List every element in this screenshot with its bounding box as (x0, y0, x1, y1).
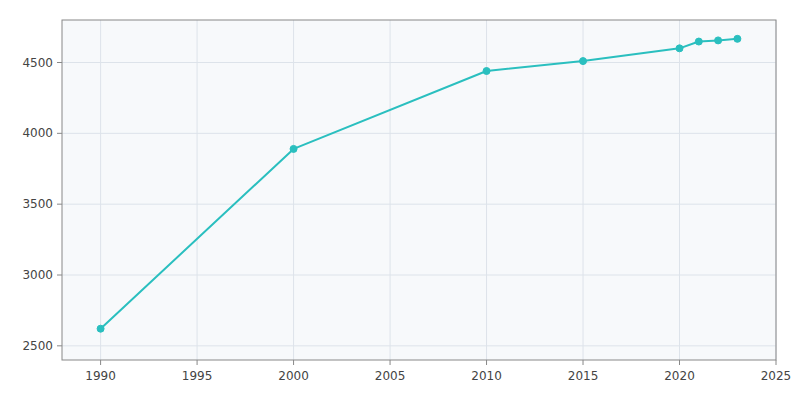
y-grid-line (62, 345, 776, 346)
point (97, 325, 104, 332)
x-tick-label: 2020 (664, 369, 695, 383)
x-tick (583, 360, 584, 365)
x-tick-label: 2015 (568, 369, 599, 383)
y-tick (57, 62, 62, 63)
point (290, 145, 297, 152)
point (734, 35, 741, 42)
point (580, 58, 587, 65)
y-tick-label: 4500 (22, 56, 53, 70)
x-tick-label: 2005 (375, 369, 406, 383)
point (483, 68, 490, 75)
chart-svg: 1990 1995 2000 2005 2010 2015 2020 2025 2500 3000… (0, 0, 800, 400)
plot-frame (62, 20, 776, 360)
x-grid-line (100, 20, 101, 360)
x-tick (486, 360, 487, 365)
x-tick (776, 360, 777, 365)
point (695, 38, 702, 45)
x-grid-line (679, 20, 680, 360)
x-grid-line (197, 20, 198, 360)
x-tick-label: 2025 (761, 369, 792, 383)
y-tick (57, 345, 62, 346)
series (97, 35, 741, 332)
y-grid-line (62, 62, 776, 63)
y-tick (57, 204, 62, 205)
x-tick (293, 360, 294, 365)
chart-container: 1990 1995 2000 2005 2010 2015 2020 2025 2500 3000… (0, 0, 800, 400)
grid (62, 20, 776, 360)
x-tick-label: 1995 (182, 369, 213, 383)
y-grid-line (62, 275, 776, 276)
y-grid-line (62, 133, 776, 134)
x-grid-line (583, 20, 584, 360)
point (676, 45, 683, 52)
x-grid-line (390, 20, 391, 360)
x-tick-label: 2010 (471, 369, 502, 383)
y-tick-label: 3500 (22, 197, 53, 211)
y-tick-label: 2500 (22, 339, 53, 353)
x-tick-label: 1990 (85, 369, 116, 383)
y-tick (57, 133, 62, 134)
x-tick (100, 360, 101, 365)
x-tick (679, 360, 680, 365)
y-tick-label: 4000 (22, 126, 53, 140)
y-grid-line (62, 204, 776, 205)
y-tick (57, 275, 62, 276)
x-grid-line (293, 20, 294, 360)
plot-background (62, 20, 776, 360)
point (715, 37, 722, 44)
x-tick (390, 360, 391, 365)
line (101, 39, 738, 329)
x-tick (197, 360, 198, 365)
x-tick-label: 2000 (278, 369, 309, 383)
y-tick-label: 3000 (22, 268, 53, 282)
